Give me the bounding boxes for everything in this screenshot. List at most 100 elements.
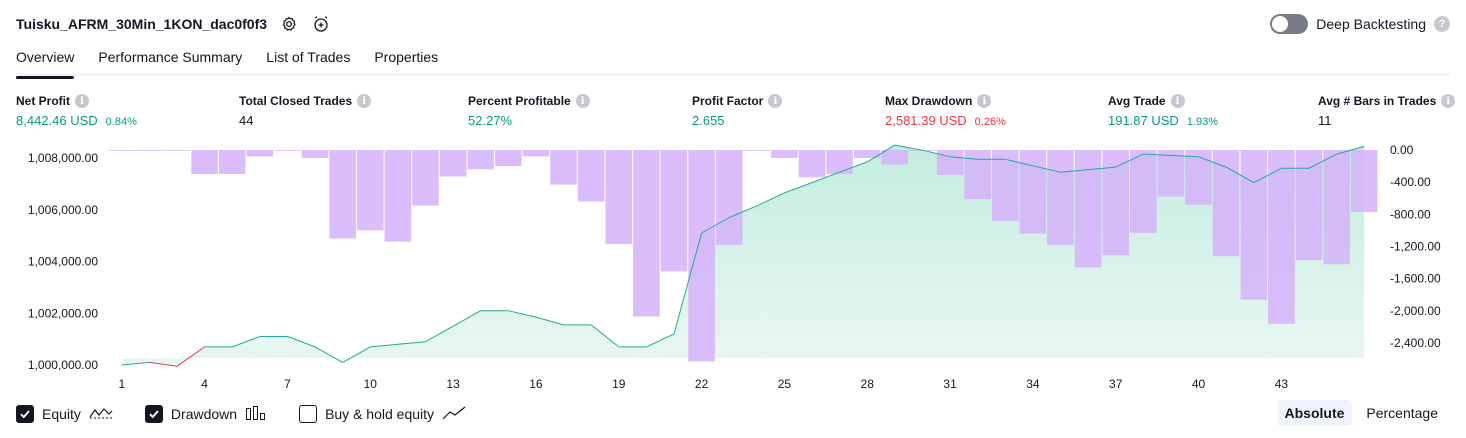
drawdown-bar [218,150,246,175]
metric-total-closed-trades: Total Closed Trades i 44 [239,93,372,128]
x-axis-tick: 43 [1275,377,1289,391]
drawdown-bar [881,150,909,165]
drawdown-bar [522,150,550,157]
equity-line-segment [342,346,371,363]
gear-icon[interactable] [279,14,299,34]
info-icon[interactable]: i [1441,94,1456,108]
drawdown-bar [467,150,494,170]
right-axis-tick: -2,000.00 [1390,304,1441,318]
equity-line-segment [397,341,426,345]
info-icon[interactable]: i [75,94,89,108]
x-axis-tick: 1 [118,377,125,391]
right-axis-tick: 0.00 [1390,143,1414,157]
drawdown-bar [1240,150,1268,300]
strategy-header: Tuisku_AFRM_30Min_1KON_dac0f0f3 [16,12,331,36]
equity-checkbox[interactable] [16,405,34,423]
right-axis-tick: -1,200.00 [1390,240,1441,254]
right-axis: 0.00 -400.00 -800.00 -1,200.00 -1,600.00 -2,0… [1390,143,1441,350]
metric-max-drawdown: Max Drawdown i 2,581.39 USD 0.26% [885,93,1006,128]
equity-line-segment [535,316,564,326]
x-axis-tick: 22 [695,377,709,391]
drawdown-bar [1074,150,1102,268]
equity-line-segment [894,144,923,151]
drawdown-bar [384,150,412,242]
equity-line-segment [1336,145,1365,155]
equity-line-segment [673,232,703,335]
toggle-knob [1272,16,1289,32]
metric-value: 11 [1318,113,1332,128]
drawdown-bar [246,150,274,157]
deep-backtesting-toggle[interactable] [1270,14,1309,34]
legend-drawdown[interactable]: Drawdown [144,405,267,424]
legend-equity[interactable]: Equity [16,405,113,424]
drawdown-bar [743,150,771,151]
info-icon[interactable]: i [1170,94,1185,108]
equity-line-segment [729,205,757,218]
x-axis-tick: 7 [284,377,291,391]
info-icon[interactable]: i [977,94,992,108]
help-icon[interactable]: ? [1434,16,1450,32]
tab-list-of-trades[interactable]: List of Trades [266,49,351,65]
strategy-title: Tuisku_AFRM_30Min_1KON_dac0f0f3 [16,16,268,32]
tab-performance-summary[interactable]: Performance Summary [98,49,243,65]
x-axis-tick: 4 [201,377,208,391]
drawdown-bar [1019,150,1047,234]
tab-overview[interactable]: Overview [16,44,75,79]
equity-line-segment [839,161,868,173]
drawdown-bar [1157,150,1185,197]
metric-percent-profitable: Percent Profitable i 52.27% [468,93,590,128]
x-axis: 1 4 7 10 13 16 19 22 25 28 31 34 37 40 43 [118,377,1288,391]
metric-label: Profit Factor [692,94,764,108]
x-axis-tick: 28 [861,377,875,391]
right-axis-tick: -800.00 [1390,207,1431,221]
drawdown-bar [826,150,853,175]
equity-line-segment [121,361,150,366]
equity-line-segment [508,310,537,318]
info-icon[interactable]: i [357,94,372,108]
drawdown-bar [412,150,439,206]
drawdown-bar [439,150,467,177]
equity-line-segment [1198,156,1227,168]
drawdown-bar [1212,150,1240,257]
buy-hold-checkbox[interactable] [299,405,318,423]
legend-buy-hold-label: Buy & hold equity [325,406,435,422]
percentage-button[interactable]: Percentage [1366,405,1438,421]
info-icon[interactable]: i [768,94,783,108]
info-icon[interactable]: i [575,94,590,108]
deep-backtesting-label: Deep Backtesting [1316,16,1426,32]
metric-label: Net Profit [16,94,70,108]
alarm-clock-plus-icon[interactable] [311,14,331,34]
metric-percent: 1.93% [1186,116,1219,128]
equity-line-segment [1005,158,1034,167]
metric-net-profit: Net Profit i 8,442.46 USD 0.84% [16,93,137,128]
metric-value: 191.87 USD [1108,113,1179,128]
equity-line-segment [1032,165,1061,173]
metric-label: Percent Profitable [468,94,571,108]
drawdown-bar [964,150,991,200]
drawdown-checkbox[interactable] [144,405,163,423]
drawdown-bar [301,150,329,158]
drawdown-bar [1102,150,1129,256]
x-axis-tick: 13 [446,377,460,391]
drawdown-bar [605,150,633,245]
metric-profit-factor: Profit Factor i 2.655 [692,93,783,128]
right-axis-tick: -400.00 [1390,175,1431,189]
left-axis-tick: 1,002,000.00 [28,306,98,320]
equity-drawdown-chart[interactable]: 1,000,000.00 1,002,000.00 1,004,000.00 1,00… [0,140,1466,400]
drawdown-bar [274,150,301,151]
x-axis-tick: 19 [612,377,626,391]
legend-buy-hold[interactable]: Buy & hold equity [299,405,466,424]
tab-properties[interactable]: Properties [374,49,439,65]
metric-value: 2.655 [692,113,725,128]
view-mode-switch: Absolute Percentage [1276,400,1447,426]
metric-value: 44 [239,113,254,128]
equity-line-segment [811,171,840,184]
drawdown-bar [688,150,715,362]
drawdown-bar [1268,150,1295,324]
absolute-button[interactable]: Absolute [1276,400,1353,426]
metric-percent: 0.84% [105,116,137,128]
equity-line-segment [950,156,978,160]
left-axis-tick: 1,008,000.00 [28,151,98,165]
equity-line-segment [314,346,343,363]
equity-line-segment [646,333,675,348]
